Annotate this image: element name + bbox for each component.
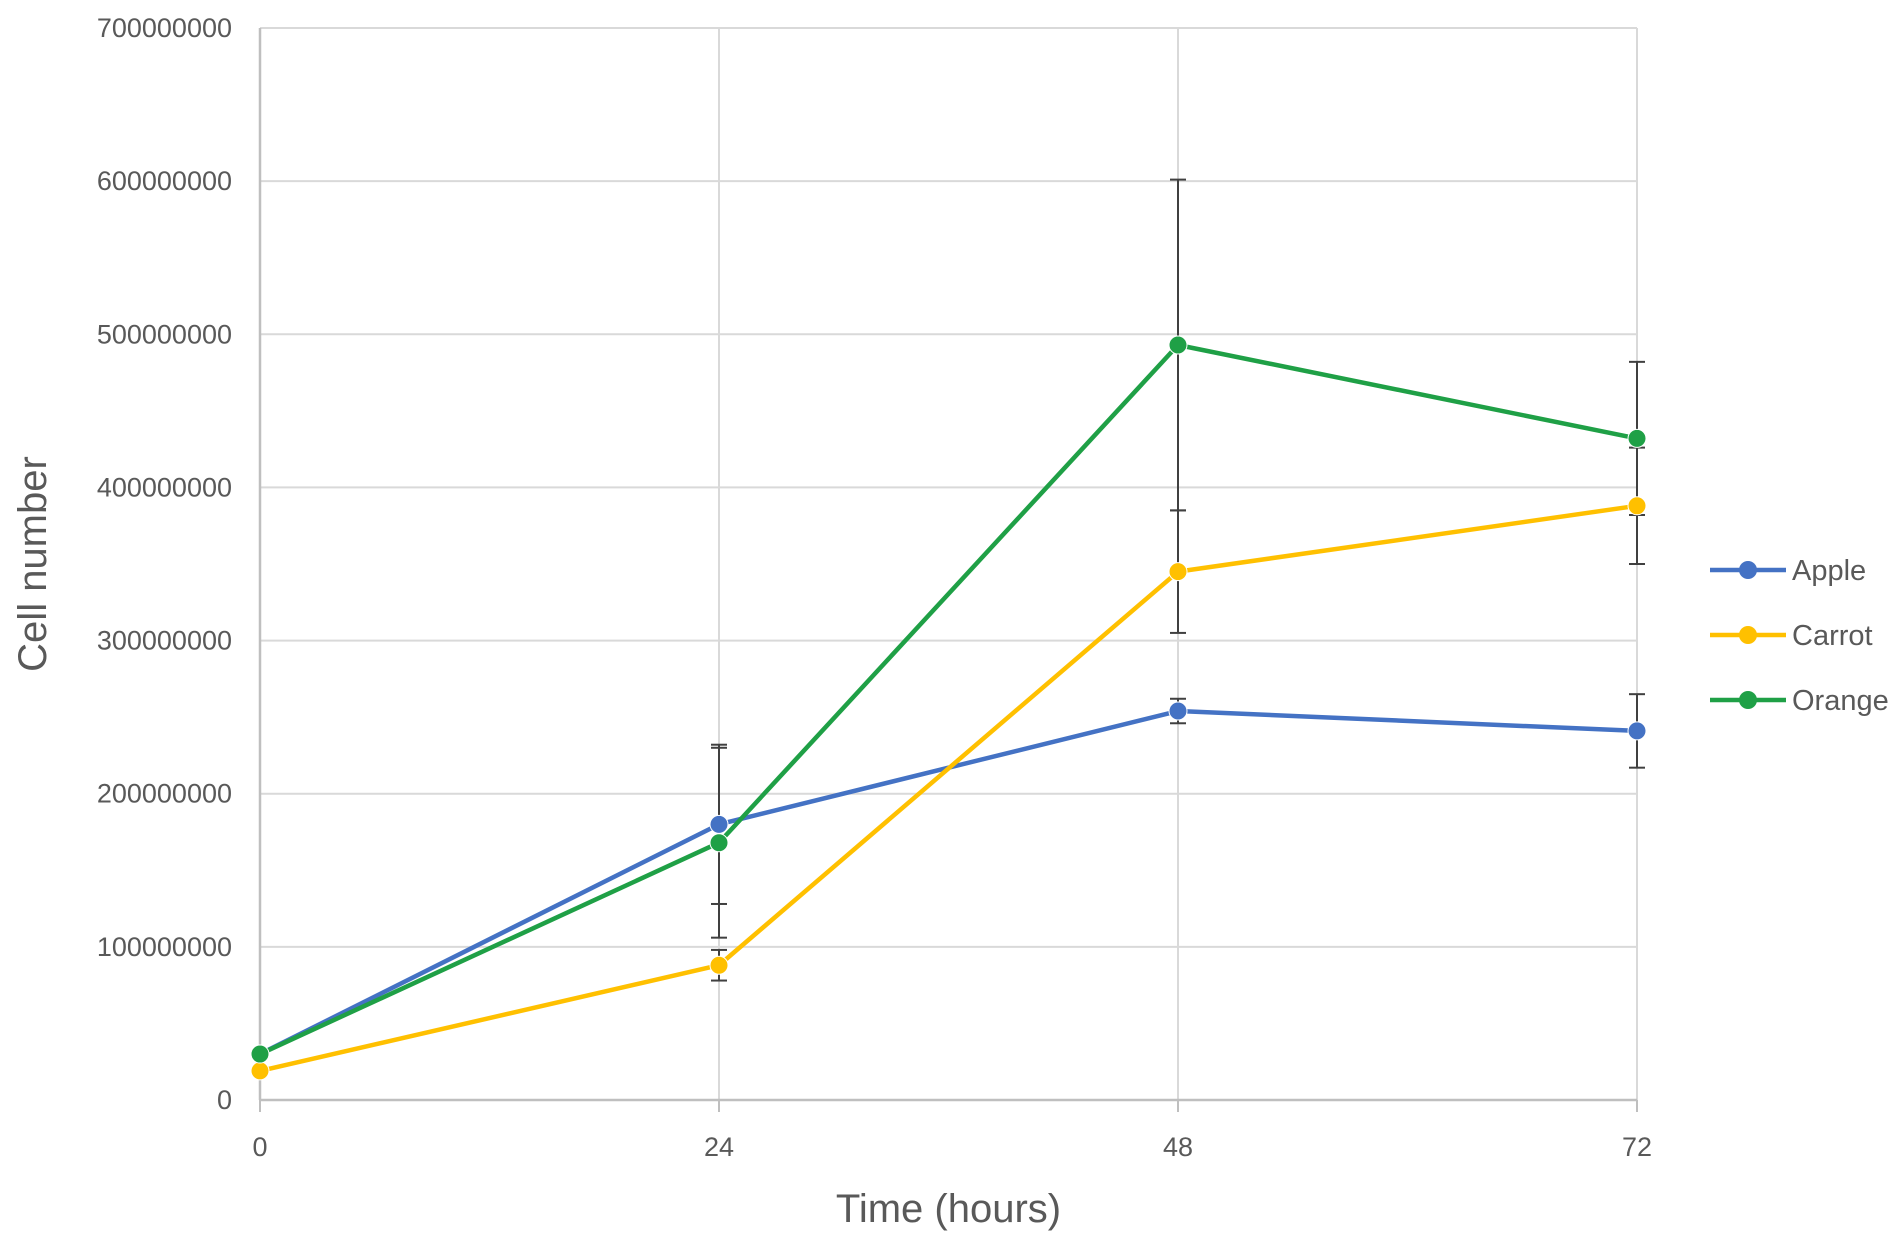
- y-tick-label: 500000000: [97, 319, 232, 349]
- y-tick-label: 600000000: [97, 166, 232, 196]
- x-tick-label: 48: [1163, 1132, 1193, 1162]
- y-tick-label: 100000000: [97, 932, 232, 962]
- data-point-apple: [1627, 721, 1647, 741]
- data-point-orange: [1168, 335, 1188, 355]
- data-point-orange: [250, 1044, 270, 1064]
- x-tick-label: 24: [704, 1132, 734, 1162]
- data-point-carrot: [709, 955, 729, 975]
- y-tick-label: 0: [217, 1085, 232, 1115]
- legend-item-orange: Orange: [1710, 685, 1889, 717]
- data-point-orange: [1627, 428, 1647, 448]
- data-point-carrot: [1168, 562, 1188, 582]
- series-line-carrot: [259, 503, 1638, 1074]
- data-point-apple: [709, 814, 729, 834]
- legend-item-apple: Apple: [1710, 555, 1866, 587]
- x-axis-title: Time (hours): [836, 1187, 1061, 1231]
- gridlines: [259, 27, 1638, 1101]
- series-line-apple: [258, 708, 1638, 1057]
- data-point-carrot: [1627, 496, 1647, 516]
- y-tick-label: 700000000: [97, 13, 232, 43]
- legend-label: Apple: [1792, 555, 1866, 587]
- axes: [258, 28, 1638, 1112]
- data-point-orange: [709, 833, 729, 853]
- x-tick-label: 0: [252, 1132, 267, 1162]
- legend: Apple Carrot Orange: [1710, 555, 1889, 717]
- series-line-orange: [259, 342, 1638, 1057]
- y-tick-label: 400000000: [97, 472, 232, 502]
- series-lines: [250, 335, 1647, 1081]
- legend-swatch-marker: [1739, 626, 1757, 644]
- x-tick-label: 72: [1622, 1132, 1652, 1162]
- y-tick-label: 300000000: [97, 626, 232, 656]
- legend-swatch-marker: [1739, 561, 1757, 579]
- legend-label: Carrot: [1792, 620, 1873, 652]
- tick-labels: 0 100000000 200000000 300000000 400000000 500…: [97, 13, 1652, 1162]
- legend-label: Orange: [1792, 685, 1889, 717]
- data-point-apple: [1168, 701, 1188, 721]
- data-point-carrot: [250, 1061, 270, 1081]
- y-axis-title: Cell number: [11, 456, 55, 672]
- legend-item-carrot: Carrot: [1710, 620, 1873, 652]
- y-tick-label: 200000000: [97, 779, 232, 809]
- legend-swatch-marker: [1739, 691, 1757, 709]
